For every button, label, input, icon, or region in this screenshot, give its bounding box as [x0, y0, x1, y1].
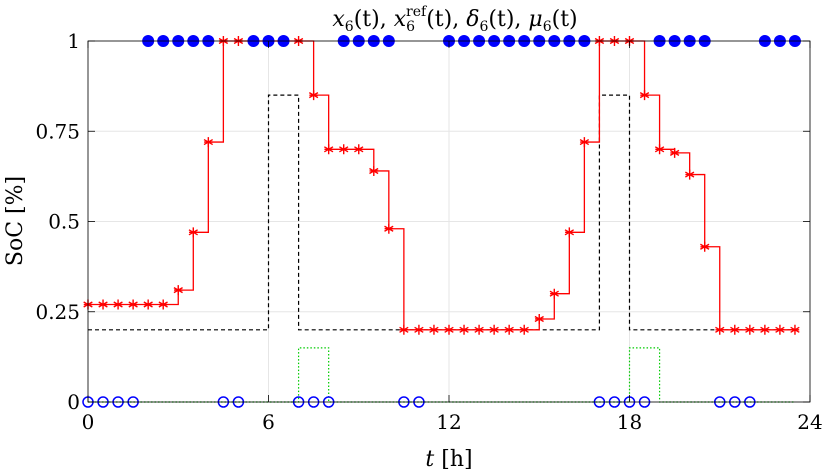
- x-axis-label: t [h]: [425, 447, 472, 472]
- chart-title: x6(t), x6ref(t), δ6(t), μ6(t): [332, 4, 577, 35]
- y-tick-label: 0.5: [48, 210, 80, 234]
- soc-point: [459, 324, 469, 335]
- soc-point: [158, 299, 168, 310]
- y-tick-label: 1: [67, 29, 80, 53]
- x-tick-label: 18: [617, 410, 642, 434]
- soc-point: [188, 227, 198, 238]
- soc-point: [339, 144, 349, 155]
- soc-point: [534, 313, 544, 324]
- x-tick-label: 6: [262, 410, 275, 434]
- soc-point: [684, 169, 695, 180]
- soc-point: [760, 324, 770, 335]
- soc-point: [143, 299, 153, 310]
- soc-point: [549, 288, 559, 299]
- soc-point: [369, 165, 379, 176]
- soc-point: [489, 324, 499, 335]
- y-tick-label: 0.75: [35, 119, 80, 143]
- x-tick-label: 0: [82, 410, 95, 434]
- soc-point: [354, 144, 364, 155]
- x-tick-label: 12: [436, 410, 461, 434]
- reference-line: [88, 94, 795, 331]
- soc-point: [669, 147, 680, 158]
- ticks: 0 6 12 18 24 0 0.25 0.5 0.75 1: [35, 29, 822, 434]
- soc-point: [113, 299, 123, 310]
- soc-point: [790, 324, 800, 335]
- soc-point: [308, 90, 319, 101]
- soc-point: [323, 144, 334, 155]
- soc-point: [775, 324, 785, 335]
- soc-point: [639, 90, 650, 101]
- soc-point: [504, 324, 514, 335]
- soc-point: [654, 144, 665, 155]
- soc-point: [564, 227, 575, 238]
- soc-point: [399, 324, 409, 335]
- x-tick-label: 24: [797, 410, 822, 434]
- soc-point: [444, 324, 454, 335]
- soc-point: [414, 324, 424, 335]
- soc-point: [700, 241, 710, 252]
- soc-point: [173, 285, 183, 296]
- soc-point: [715, 324, 725, 335]
- y-tick-label: 0: [67, 390, 80, 414]
- soc-point: [384, 223, 394, 234]
- y-axis-label: SoC [%]: [3, 176, 28, 266]
- soc-point: [429, 324, 439, 335]
- y-tick-label: 0.25: [35, 300, 80, 324]
- soc-point: [98, 299, 108, 310]
- soc-point: [519, 324, 529, 335]
- soc-point: [128, 299, 138, 310]
- soc-point: [203, 137, 214, 148]
- soc-point: [745, 324, 755, 335]
- soc-point: [730, 324, 740, 335]
- soc-point: [474, 324, 484, 335]
- soc-point: [579, 137, 590, 148]
